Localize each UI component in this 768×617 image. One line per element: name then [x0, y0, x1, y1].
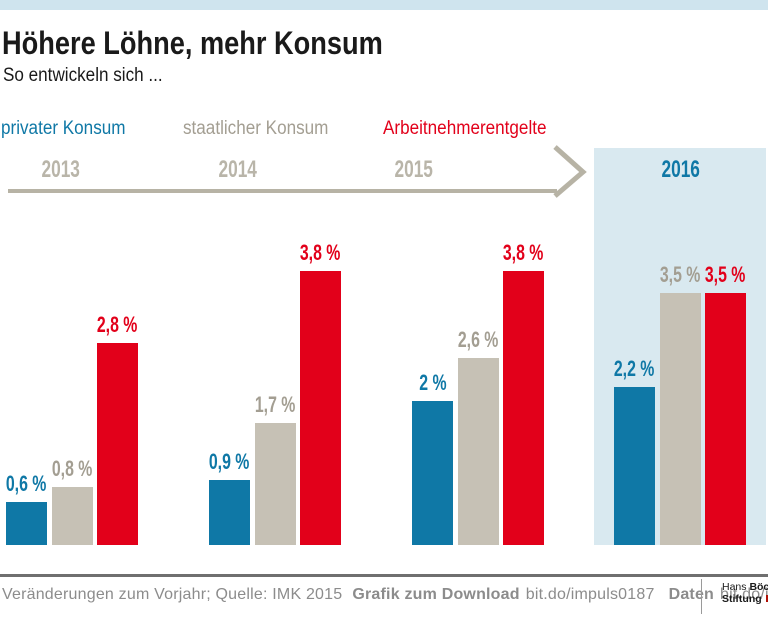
logo-stiftung: Stiftung	[722, 593, 762, 605]
hans-boeckler-stiftung-logo: Hans Böckler Stiftung	[722, 581, 768, 605]
bar-value-text: 1,7 %	[254, 391, 296, 417]
bar-2013-arbeitnehmerentgelte	[96, 343, 138, 545]
source-note: Veränderungen zum Vorjahr; Quelle: IMK 2…	[2, 586, 343, 603]
year-text: 2014	[218, 156, 258, 183]
legend-label: staatlicher Konsum	[183, 118, 329, 139]
page-subtitle-text: So entwickeln sich ...	[3, 65, 163, 86]
page-title-text: Höhere Löhne, mehr Konsum	[2, 25, 383, 61]
logo-line2: Stiftung	[722, 593, 768, 605]
logo-boeckler: Böckler	[749, 581, 768, 593]
bar-2014-arbeitnehmerentgelte	[299, 271, 341, 545]
bar-2014-staatlicher-konsum	[254, 422, 296, 545]
logo-hans: Hans	[722, 581, 747, 593]
top-accent-bar	[0, 0, 768, 10]
logo-line1: Hans Böckler	[722, 581, 768, 593]
legend-item-employee-compensation: Arbeitnehmerentgelte	[383, 117, 565, 141]
data-url-link[interactable]: bit.do/impuls0188	[720, 586, 768, 603]
bar-value-text: 0,6 %	[6, 470, 47, 496]
data-label: Daten	[668, 586, 715, 603]
bar-value-text: 2 %	[418, 370, 447, 395]
bar-2014-privater-konsum	[209, 480, 250, 545]
bar-value-text: 2,6 %	[457, 326, 499, 352]
logo-color-blocks-icon	[765, 593, 768, 605]
bar-value-text: 2,8 %	[96, 312, 138, 338]
footer-divider	[701, 579, 702, 614]
bar-2013-privater-konsum	[6, 501, 47, 545]
year-label: 2013	[1, 157, 121, 183]
bar-value-label-2015-privater-konsum: 2 %	[393, 371, 473, 395]
footer-text: Veränderungen zum Vorjahr; Quelle: IMK 2…	[2, 586, 768, 604]
bar-2015-arbeitnehmerentgelte	[502, 271, 544, 545]
bar-value-label-2014-staatlicher-konsum: 1,7 %	[235, 391, 315, 417]
logo-darkred-block	[765, 595, 768, 602]
timeline-arrow	[8, 145, 587, 198]
bar-value-text: 0,8 %	[51, 456, 93, 482]
bar-value-label-2014-privater-konsum: 0,9 %	[190, 450, 270, 474]
legend-label: Arbeitnehmerentgelte	[383, 118, 547, 139]
year-label-highlighted: 2016	[621, 157, 741, 183]
download-label: Grafik zum Download	[352, 586, 520, 603]
bar-2013-staatlicher-konsum	[51, 487, 93, 545]
bar-value-label-2013-privater-konsum: 0,6 %	[0, 470, 67, 496]
year-label: 2014	[178, 157, 298, 183]
bar-value-label-2015-arbeitnehmerentgelte: 3,8 %	[483, 241, 563, 265]
bar-value-text: 0,9 %	[209, 449, 250, 475]
bar-value-text: 3,8 %	[502, 240, 544, 266]
legend-item-private-consumption: privater Konsum	[1, 117, 139, 141]
legend-item-government-consumption: staatlicher Konsum	[183, 117, 345, 141]
highlight-panel-2016	[594, 148, 766, 545]
footer-separator-line	[0, 574, 768, 577]
year-label: 2015	[354, 157, 474, 183]
download-url-link[interactable]: bit.do/impuls0187	[525, 586, 655, 603]
arrowhead-chevron-icon	[553, 145, 587, 198]
bar-2015-privater-konsum	[412, 401, 453, 545]
bar-2015-staatlicher-konsum	[457, 357, 499, 545]
year-text: 2015	[394, 156, 434, 183]
page-title: Höhere Löhne, mehr Konsum	[2, 27, 450, 59]
bar-value-label-2014-arbeitnehmerentgelte: 3,8 %	[280, 241, 360, 265]
bar-value-label-2013-arbeitnehmerentgelte: 2,8 %	[77, 313, 157, 337]
year-text: 2013	[41, 156, 81, 183]
page-subtitle: So entwickeln sich ...	[3, 66, 180, 85]
legend-label: privater Konsum	[1, 118, 126, 139]
bar-value-text: 3,8 %	[299, 240, 341, 266]
year-text: 2016	[661, 156, 701, 183]
bar-value-label-2013-staatlicher-konsum: 0,8 %	[32, 457, 112, 481]
bar-value-label-2015-staatlicher-konsum: 2,6 %	[438, 326, 518, 352]
